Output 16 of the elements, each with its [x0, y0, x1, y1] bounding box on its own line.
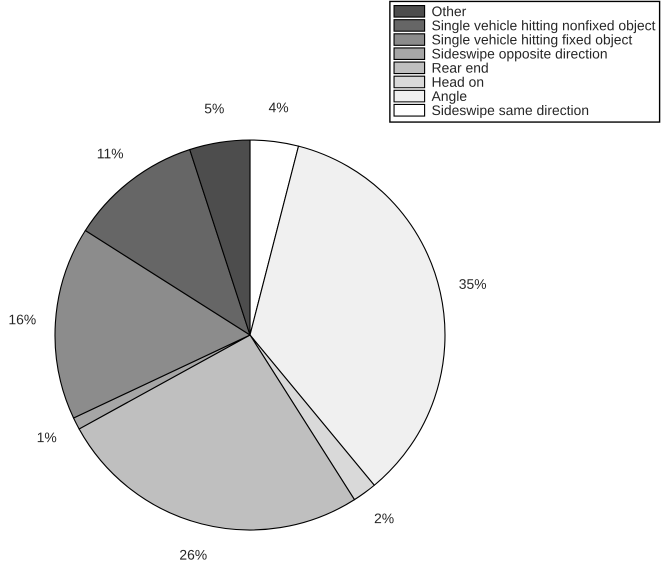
data-label: 4%: [268, 102, 288, 112]
data-label: 16%: [9, 314, 36, 324]
legend-label: Sideswipe same direction: [432, 104, 588, 118]
data-label: 1%: [38, 432, 56, 442]
legend-label: Angle: [432, 90, 466, 104]
legend-label: Single vehicle hitting fixed object: [432, 34, 632, 48]
legend-label: Head on: [432, 76, 484, 87]
legend-label: Other: [432, 6, 466, 16]
data-label: 11%: [98, 148, 124, 158]
data-label: 5%: [204, 104, 224, 114]
legend-label: Rear end: [432, 62, 488, 73]
data-label: 2%: [374, 513, 394, 524]
legend-label: Sideswipe opposite direction: [432, 48, 607, 62]
data-label: 26%: [180, 550, 207, 560]
legend-label: Single vehicle hitting nonfixed object: [432, 20, 656, 34]
data-label: 35%: [459, 279, 486, 289]
